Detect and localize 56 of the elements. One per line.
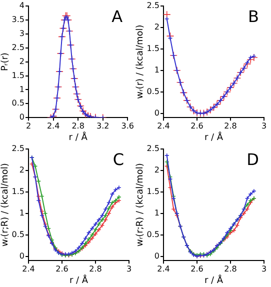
y-tick-label: 2.5 <box>12 42 25 52</box>
x-axis-title: r / Å <box>69 274 89 286</box>
y-tick-label: 0 <box>19 112 25 122</box>
annotation: D <box>246 150 259 170</box>
annotation: B <box>248 7 259 26</box>
y-tick-label: 1 <box>154 65 160 74</box>
y-tick-label: 2 <box>19 166 25 175</box>
y-axis-title: Pᵣ(r) <box>0 52 11 72</box>
annotation: A <box>112 7 123 26</box>
y-axis-title: wᵣ(r;R) / (kcal/mol) <box>0 163 11 247</box>
y-tick-label: 1.5 <box>12 70 25 80</box>
x-axis-title: r / Å <box>204 274 224 286</box>
x-tick-label: 2.6 <box>190 264 204 274</box>
y-tick-label: 0.5 <box>12 98 25 108</box>
x-tick-label: 2.8 <box>72 121 84 130</box>
x-tick-label: 3 <box>126 264 132 274</box>
x-tick-label: 2.4 <box>157 264 170 274</box>
y-tick-label: 1.5 <box>146 187 160 196</box>
y-tick-label: 0 <box>19 251 25 260</box>
y-tick-label: 0.5 <box>12 230 25 239</box>
y-tick-label: 2.5 <box>12 144 25 154</box>
x-axis-title: r / Å <box>68 130 88 143</box>
x-tick-label: 2.8 <box>89 264 102 274</box>
y-tick-label: 1.5 <box>12 187 25 196</box>
y-tick-label: 1 <box>154 208 160 218</box>
y-tick-label: 2 <box>154 166 160 175</box>
x-tick-label: 2 <box>26 121 32 130</box>
x-tick-label: 2.8 <box>224 121 237 130</box>
x-tick-label: 2.4 <box>46 121 60 130</box>
x-tick-label: 2.4 <box>157 121 170 130</box>
x-tick-label: 3.2 <box>96 121 110 130</box>
x-tick-label: 2.6 <box>56 264 68 274</box>
y-tick-label: 2 <box>154 22 160 32</box>
x-tick-label: 3.6 <box>121 121 134 130</box>
y-tick-label: 2 <box>19 56 25 66</box>
y-tick-label: 0 <box>154 108 160 118</box>
y-tick-label: 3 <box>19 28 25 38</box>
y-tick-label: 0 <box>154 251 160 260</box>
y-tick-label: 2.5 <box>146 144 160 154</box>
y-axis-title: wᵣ(r;R) / (kcal/mol) <box>136 163 146 247</box>
x-tick-label: 2.4 <box>22 264 35 274</box>
y-tick-label: 1 <box>19 84 25 94</box>
y-tick-label: 4 <box>19 1 25 10</box>
y-tick-label: 1.5 <box>146 44 160 53</box>
annotation: C <box>112 150 124 170</box>
y-tick-label: 0.5 <box>146 86 160 96</box>
y-axis-title: wᵣ(r) / (kcal/mol) <box>136 24 146 99</box>
x-tick-label: 2.6 <box>190 121 204 130</box>
y-tick-label: 2.5 <box>146 1 160 10</box>
y-tick-label: 1 <box>19 208 25 218</box>
x-axis-title: r / Å <box>204 130 224 143</box>
y-tick-label: 0.5 <box>146 230 160 239</box>
x-tick-label: 2.8 <box>224 264 237 274</box>
x-tick-label: 3 <box>261 264 267 274</box>
x-tick-label: 3 <box>261 121 267 130</box>
y-tick-label: 3.5 <box>12 15 25 24</box>
